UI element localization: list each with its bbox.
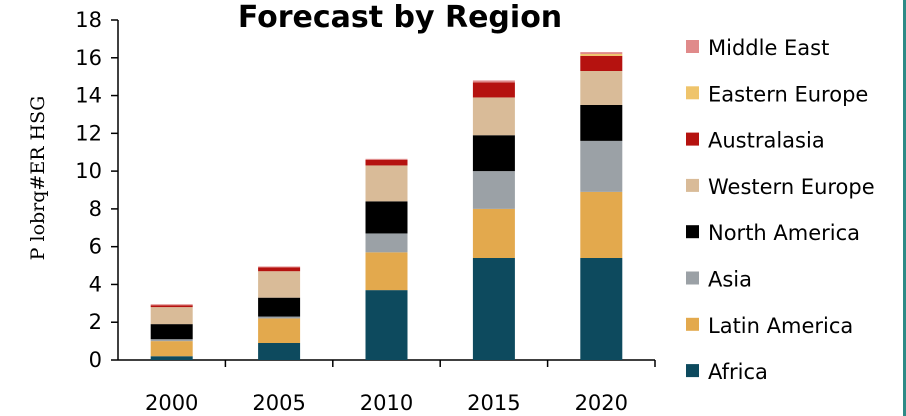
- y-tick-label: 12: [75, 121, 102, 145]
- bar-middle-east-2020: [580, 52, 623, 54]
- legend-swatch-north-america: [686, 225, 699, 239]
- y-tick-label: 6: [89, 235, 102, 259]
- bar-latin-america-2015: [472, 208, 515, 258]
- bar-africa-2010: [365, 290, 408, 360]
- y-tick-label: 10: [75, 159, 102, 183]
- legend-label-middle-east: Middle East: [708, 36, 829, 60]
- bar-western-europe-2020: [580, 71, 623, 105]
- bar-latin-america-2005: [258, 318, 301, 343]
- legend-swatch-western-europe: [686, 178, 699, 192]
- y-tick-label: 8: [89, 197, 102, 221]
- legend-swatch-australasia: [686, 132, 699, 146]
- bar-asia-2015: [472, 171, 515, 209]
- legend-swatch-asia: [686, 271, 699, 285]
- bar-middle-east-2000: [150, 304, 193, 306]
- bar-eastern-europe-2020: [580, 54, 623, 56]
- bar-north-america-2010: [365, 201, 408, 234]
- legend-label-north-america: North America: [708, 221, 860, 245]
- legend: Middle East Eastern Europe Australasia West…: [686, 36, 875, 384]
- bar-africa-2000: [150, 356, 193, 360]
- y-tick-label: 0: [89, 348, 102, 372]
- bar-australasia-2000: [150, 305, 193, 308]
- bar-asia-2000: [150, 339, 193, 342]
- bar-latin-america-2020: [580, 191, 623, 258]
- bar-australasia-2015: [472, 82, 515, 98]
- y-tick-label: 18: [75, 8, 102, 32]
- bar-africa-2020: [580, 258, 623, 360]
- bar-australasia-2020: [580, 55, 623, 71]
- chart-title: Forecast by Region: [238, 0, 562, 35]
- bar-australasia-2010: [365, 159, 408, 166]
- bar-north-america-2005: [258, 297, 301, 317]
- bar-north-america-2020: [580, 105, 623, 141]
- legend-swatch-eastern-europe: [686, 86, 699, 100]
- x-tick-label: 2020: [575, 391, 628, 415]
- bar-middle-east-2010: [365, 158, 408, 160]
- legend-label-latin-america: Latin America: [708, 314, 853, 338]
- plot-area: 0 2 4 6 8 10 12 14 16 18 2000 2005 2010 2015 2020: [75, 8, 656, 415]
- bar-middle-east-2005: [258, 266, 301, 268]
- bar-africa-2015: [472, 258, 515, 360]
- y-tick-label: 2: [89, 310, 102, 334]
- legend-label-western-europe: Western Europe: [708, 175, 875, 199]
- bar-western-europe-2010: [365, 165, 408, 202]
- window-edge: [903, 0, 906, 416]
- bar-middle-east-2015: [472, 80, 515, 83]
- y-tick-label: 4: [89, 272, 102, 296]
- bar-asia-2010: [365, 233, 408, 253]
- legend-label-asia: Asia: [708, 268, 752, 292]
- bar-asia-2020: [580, 140, 623, 192]
- bar-latin-america-2010: [365, 252, 408, 291]
- bar-asia-2005: [258, 316, 301, 319]
- bar-western-europe-2000: [150, 307, 193, 325]
- legend-swatch-middle-east: [686, 40, 699, 53]
- bar-western-europe-2005: [258, 271, 301, 298]
- y-tick-label: 16: [75, 46, 102, 70]
- x-tick-label: 2010: [360, 391, 413, 415]
- bar-north-america-2015: [472, 135, 515, 172]
- x-tick-label: 2005: [252, 391, 305, 415]
- x-tick-label: 2015: [467, 391, 520, 415]
- x-tick-label: 2000: [145, 391, 198, 415]
- y-tick-label: 14: [75, 84, 102, 108]
- legend-label-africa: Africa: [708, 360, 768, 384]
- bar-western-europe-2015: [472, 97, 515, 136]
- legend-swatch-latin-america: [686, 317, 699, 331]
- legend-label-eastern-europe: Eastern Europe: [708, 82, 868, 106]
- bar-latin-america-2000: [150, 341, 193, 357]
- bar-africa-2005: [258, 343, 301, 360]
- bar-north-america-2000: [150, 324, 193, 340]
- legend-swatch-africa: [686, 364, 699, 378]
- bar-australasia-2005: [258, 267, 301, 272]
- y-axis-label: P lobrq#ER HSG: [27, 96, 49, 261]
- legend-label-australasia: Australasia: [708, 129, 825, 153]
